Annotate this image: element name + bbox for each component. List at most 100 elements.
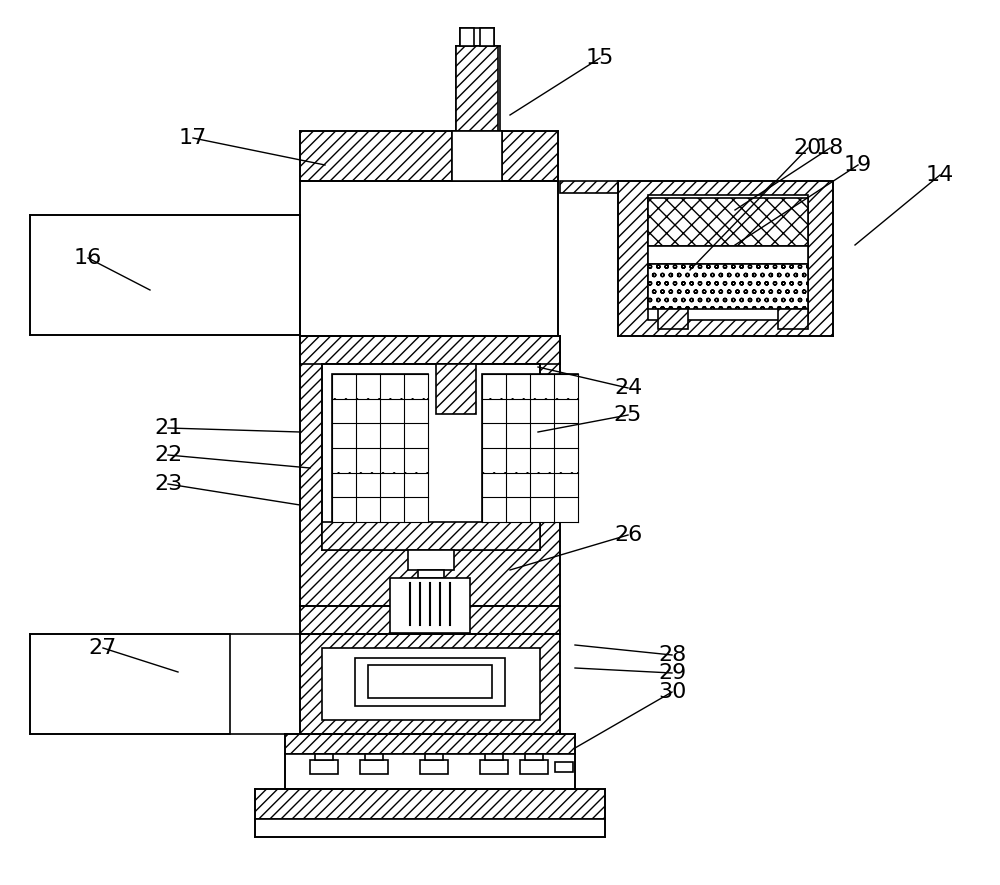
Bar [355, 658, 505, 706]
Text: 27: 27 [89, 638, 117, 658]
Bar [356, 424, 380, 448]
Bar [507, 374, 530, 398]
Bar [530, 449, 554, 473]
Bar [255, 789, 605, 819]
Bar [332, 424, 356, 448]
Bar [460, 28, 474, 46]
Bar [322, 522, 540, 550]
Bar [356, 473, 380, 496]
Text: 28: 28 [658, 645, 686, 665]
Text: 22: 22 [154, 445, 182, 465]
Bar [322, 648, 540, 720]
Bar [554, 424, 578, 448]
Bar [482, 424, 506, 448]
Bar [356, 374, 380, 398]
Text: 26: 26 [614, 525, 642, 545]
Text: 23: 23 [154, 474, 182, 494]
Text: 24: 24 [614, 378, 642, 398]
Bar [332, 473, 356, 496]
Bar [452, 131, 502, 181]
Bar [482, 498, 506, 521]
Bar [507, 399, 530, 423]
Bar [530, 424, 554, 448]
Bar [380, 449, 404, 473]
Bar [322, 364, 540, 539]
Bar [30, 634, 230, 734]
Bar [30, 215, 300, 335]
Bar [310, 760, 338, 774]
Bar [404, 399, 428, 423]
Bar [356, 399, 380, 423]
Bar [300, 634, 560, 734]
Bar [300, 336, 560, 606]
Bar [507, 498, 530, 521]
Bar [332, 399, 356, 423]
Bar [300, 131, 558, 181]
Bar [530, 399, 554, 423]
Bar [555, 762, 573, 772]
Text: 18: 18 [816, 138, 844, 158]
Bar [356, 498, 380, 521]
Bar [380, 399, 404, 423]
Bar [300, 181, 558, 336]
Bar [485, 754, 503, 760]
Bar [507, 424, 530, 448]
Bar [404, 424, 428, 448]
Bar [482, 399, 506, 423]
Bar [507, 473, 530, 496]
Bar [315, 754, 333, 760]
Text: 17: 17 [179, 128, 207, 148]
Bar [390, 578, 470, 633]
Bar [658, 309, 688, 329]
Bar [554, 473, 578, 496]
Text: 15: 15 [586, 48, 614, 68]
Bar [648, 198, 808, 246]
Bar [365, 754, 383, 760]
Bar [356, 449, 380, 473]
Bar [554, 449, 578, 473]
Bar [380, 473, 404, 496]
Bar [436, 364, 476, 414]
Bar [554, 498, 578, 521]
Bar [648, 264, 808, 309]
Text: 30: 30 [658, 682, 686, 702]
Bar [530, 473, 554, 496]
Bar [380, 424, 404, 448]
Bar [404, 498, 428, 521]
Bar [482, 473, 506, 496]
Bar [648, 246, 808, 264]
Bar [425, 754, 443, 760]
Text: 19: 19 [844, 155, 872, 175]
Bar [530, 374, 554, 398]
Bar [480, 28, 494, 46]
Bar [482, 449, 506, 473]
Bar [420, 760, 448, 774]
Bar [368, 665, 492, 698]
Bar [285, 754, 575, 789]
Bar [332, 374, 428, 522]
Text: 20: 20 [794, 138, 822, 158]
Bar [482, 374, 506, 398]
Text: 14: 14 [926, 165, 954, 185]
Bar [480, 760, 508, 774]
Bar [554, 374, 578, 398]
Bar [404, 449, 428, 473]
Bar [332, 449, 356, 473]
Bar [520, 760, 548, 774]
Bar [530, 498, 554, 521]
Bar [482, 374, 578, 522]
Bar [332, 498, 356, 521]
Bar [408, 550, 454, 570]
Bar [560, 181, 618, 193]
Bar [456, 46, 498, 131]
Bar [360, 760, 388, 774]
Bar [380, 498, 404, 521]
Bar [300, 606, 560, 634]
Bar [285, 734, 575, 754]
Bar [404, 473, 428, 496]
Bar [618, 181, 833, 336]
Text: 21: 21 [154, 418, 182, 438]
Bar [525, 754, 543, 760]
Bar [507, 449, 530, 473]
Text: 16: 16 [74, 248, 102, 268]
